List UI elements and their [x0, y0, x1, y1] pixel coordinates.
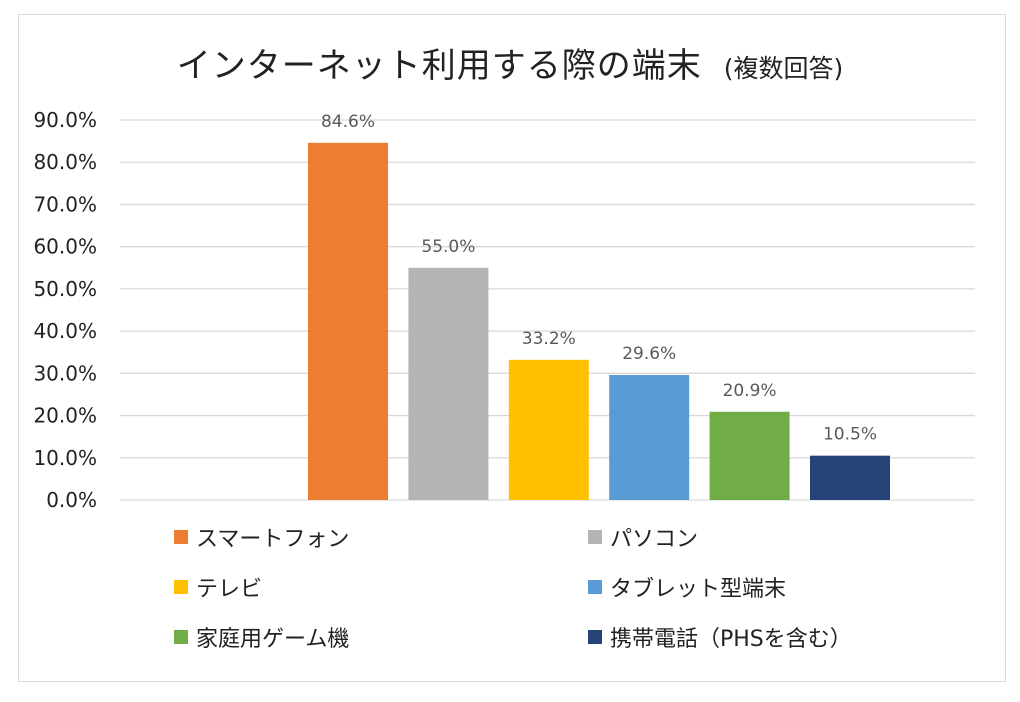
legend-label: タブレット型端末 [610, 577, 787, 602]
y-tick-label: 90.0% [33, 108, 97, 132]
chart-frame [18, 14, 1006, 682]
legend-label: スマートフォン [196, 527, 350, 552]
legend-swatch [174, 630, 188, 644]
y-tick-label: 80.0% [33, 150, 97, 174]
y-tick-label: 0.0% [46, 488, 97, 512]
y-tick-label: 50.0% [33, 277, 97, 301]
y-tick-label: 70.0% [33, 192, 97, 216]
data-label: 84.6% [321, 112, 375, 132]
legend-label: テレビ [196, 577, 263, 602]
y-tick-label: 20.0% [33, 404, 97, 428]
y-tick-label: 60.0% [33, 235, 97, 259]
legend-item: 携帯電話（PHSを含む） [588, 621, 852, 653]
data-label: 33.2% [522, 329, 576, 349]
y-tick-label: 10.0% [33, 446, 97, 470]
bar [810, 455, 890, 500]
bar [508, 359, 589, 500]
legend-swatch [588, 580, 602, 594]
chart-title-suffix: (複数回答) [723, 54, 844, 83]
legend-item: スマートフォン [174, 521, 349, 553]
data-label: 20.9% [723, 381, 777, 401]
legend-label: 家庭用ゲーム機 [196, 627, 350, 652]
bar [709, 411, 790, 500]
legend-swatch [588, 630, 602, 644]
bar [408, 267, 489, 500]
chart-title-main: インターネット利用する際の端末 [176, 46, 702, 86]
bar [308, 142, 388, 501]
bar [609, 375, 690, 500]
data-label: 55.0% [421, 237, 475, 257]
chart-title: インターネット利用する際の端末 (複数回答) [0, 38, 1020, 87]
legend-item: テレビ [174, 571, 262, 603]
legend-swatch [174, 530, 188, 544]
legend-item: 家庭用ゲーム機 [174, 621, 349, 653]
y-tick-label: 30.0% [33, 361, 97, 385]
legend-item: タブレット型端末 [588, 571, 786, 603]
data-label: 10.5% [823, 425, 877, 445]
legend-label: パソコン [610, 527, 699, 552]
legend-swatch [588, 530, 602, 544]
data-label: 29.6% [622, 344, 676, 364]
y-tick-label: 40.0% [33, 319, 97, 343]
legend-item: パソコン [588, 521, 698, 553]
legend-label: 携帯電話（PHSを含む） [610, 627, 852, 652]
legend-swatch [174, 580, 188, 594]
